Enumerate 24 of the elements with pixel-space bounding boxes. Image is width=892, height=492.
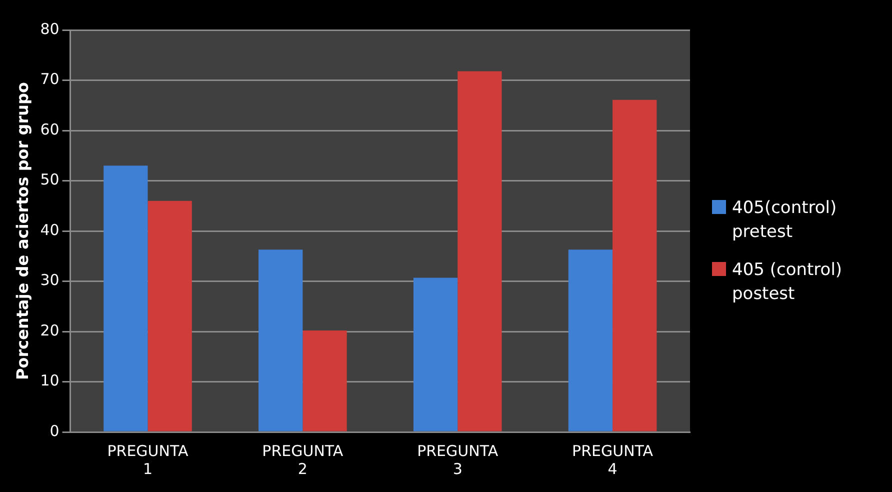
bar [568, 250, 613, 432]
legend-label: 405 (control) postest [732, 259, 844, 306]
y-tick-label: 60 [40, 120, 60, 138]
y-tick-label: 10 [40, 372, 60, 390]
y-tick-label: 20 [40, 321, 60, 340]
legend-label: 405(control) pretest [732, 197, 838, 244]
y-tick-label: 0 [50, 422, 60, 440]
bar [413, 278, 458, 432]
bar [302, 330, 347, 432]
y-tick-label: 30 [40, 271, 60, 290]
y-tick-label: 70 [40, 70, 60, 88]
x-tick-label: PREGUNTA 3 [417, 442, 499, 478]
y-tick-label: 80 [40, 20, 60, 38]
x-tick-label: PREGUNTA 2 [262, 442, 344, 478]
x-tick-label: PREGUNTA 1 [107, 442, 189, 478]
y-axis-title: Porcentaje de aciertos por grupo [12, 82, 32, 380]
bar [104, 166, 148, 432]
bar [612, 100, 657, 432]
bar [458, 71, 502, 432]
x-tick-label: PREGUNTA 4 [572, 442, 654, 478]
y-tick-label: 50 [40, 170, 60, 189]
y-tick-label: 40 [40, 220, 60, 239]
bar [258, 250, 303, 432]
bar [148, 200, 192, 432]
